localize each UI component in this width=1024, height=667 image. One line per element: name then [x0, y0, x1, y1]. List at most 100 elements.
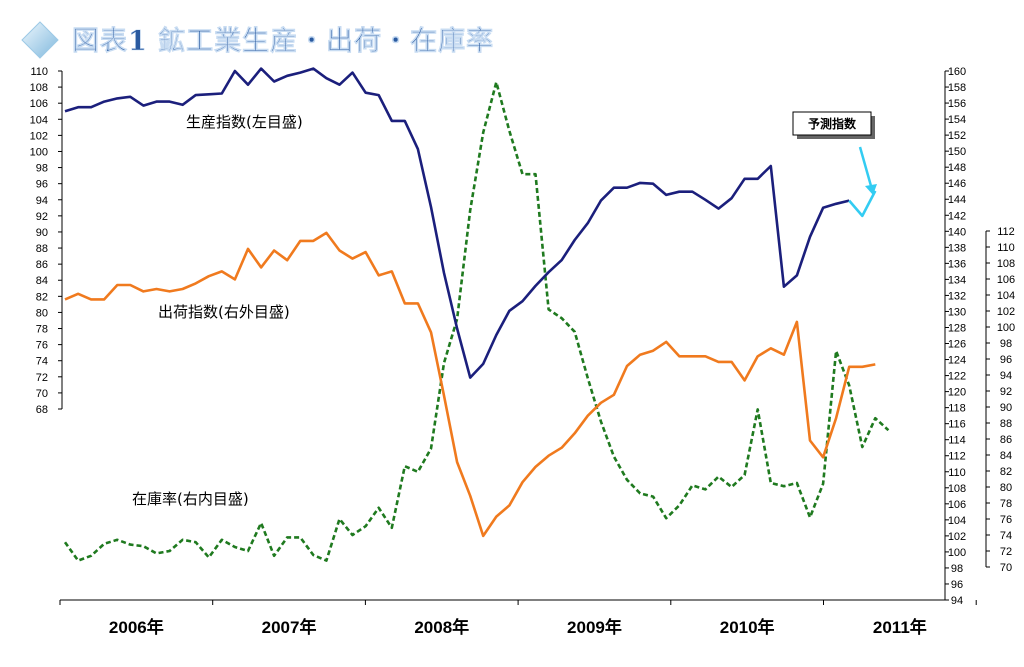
left-axis-tick-label: 70: [36, 388, 48, 400]
production-forecast-line: [848, 190, 877, 218]
right-outer-axis-ticks: 94 96 98 100 102 104 106 108 110 112 114 116 118 120 1…: [945, 66, 966, 607]
right-outer-axis-tick-label: 158: [948, 82, 966, 94]
left-axis-tick-label: 84: [36, 275, 48, 287]
right-inner-axis-tick-label: 112: [997, 226, 1015, 238]
left-axis-tick-label: 94: [36, 195, 48, 207]
left-axis-tick-label: 92: [36, 211, 48, 223]
left-axis-tick-label: 106: [30, 98, 48, 110]
right-outer-axis-tick-label: 118: [948, 403, 966, 415]
right-outer-axis-tick-label: 156: [948, 98, 966, 110]
shipment-index-label: 出荷指数(右外目盛): [158, 303, 290, 321]
right-outer-axis-tick-label: 150: [948, 146, 966, 158]
right-inner-axis-tick-label: 100: [997, 322, 1015, 334]
x-axis-year-label: 2007年: [262, 617, 317, 637]
right-inner-axis-tick-label: 110: [997, 242, 1015, 254]
x-axis-ticks: [59, 600, 977, 605]
left-axis-tick-label: 96: [36, 179, 48, 191]
forecast-arrowhead: [865, 184, 877, 195]
left-axis-tick-label: 104: [30, 114, 48, 126]
left-axis-tick-label: 68: [36, 404, 48, 416]
right-outer-axis-tick-label: 112: [948, 451, 966, 463]
right-inner-axis-tick-label: 70: [1000, 562, 1012, 574]
x-axis-year-label: 2008年: [414, 617, 469, 637]
right-outer-axis-tick-label: 132: [948, 290, 966, 302]
right-inner-axis-tick-label: 102: [997, 306, 1015, 318]
right-inner-axis-tick-label: 106: [997, 274, 1015, 286]
right-outer-axis-tick-label: 144: [948, 194, 966, 206]
left-axis-tick-label: 86: [36, 259, 48, 271]
right-outer-axis-tick-label: 102: [948, 531, 966, 543]
right-outer-axis-tick-label: 96: [951, 579, 963, 591]
right-outer-axis-tick-label: 124: [948, 355, 966, 367]
forecast-callout-label: 予測指数: [808, 116, 857, 131]
right-outer-axis-tick-label: 98: [951, 563, 963, 575]
right-inner-axis-tick-label: 82: [1000, 466, 1012, 478]
left-axis-tick-label: 82: [36, 291, 48, 303]
right-inner-axis-tick-label: 92: [1000, 386, 1012, 398]
left-axis-tick-label: 80: [36, 307, 48, 319]
left-axis-tick-label: 98: [36, 163, 48, 175]
left-axis-tick-label: 88: [36, 243, 48, 255]
right-outer-axis-tick-label: 142: [948, 210, 966, 222]
right-outer-axis-tick-label: 104: [948, 515, 966, 527]
right-outer-axis-tick-label: 126: [948, 339, 966, 351]
right-inner-axis-tick-label: 74: [1000, 530, 1012, 542]
x-axis-year-label: 2006年: [109, 617, 164, 637]
left-axis-tick-label: 76: [36, 340, 48, 352]
right-inner-axis-tick-label: 86: [1000, 434, 1012, 446]
right-inner-axis-tick-label: 108: [997, 258, 1015, 270]
forecast-callout: 予測指数: [792, 111, 877, 195]
right-outer-axis-tick-label: 94: [951, 595, 963, 607]
right-outer-axis-tick-label: 122: [948, 371, 966, 383]
right-inner-axis-tick-label: 88: [1000, 418, 1012, 430]
x-axis-year-label: 2011年: [873, 617, 927, 637]
inventory-ratio-line: [63, 80, 890, 562]
right-outer-axis-tick-label: 146: [948, 178, 966, 190]
right-outer-axis-tick-label: 154: [948, 114, 966, 126]
right-inner-axis-tick-label: 94: [1000, 370, 1012, 382]
right-inner-axis-tick-label: 98: [1000, 338, 1012, 350]
right-outer-axis-tick-label: 138: [948, 242, 966, 254]
left-axis-tick-label: 74: [36, 356, 48, 368]
diamond-bullet-icon: [21, 21, 59, 59]
shipment-index-line: [64, 231, 876, 538]
forecast-arrow: [858, 146, 873, 187]
right-inner-axis-tick-label: 80: [1000, 482, 1012, 494]
right-outer-axis-tick-label: 160: [948, 66, 966, 78]
left-axis-tick-label: 108: [30, 82, 48, 94]
left-axis-tick-label: 102: [30, 130, 48, 142]
right-outer-axis-tick-label: 152: [948, 130, 966, 142]
left-axis-ticks: 68 70 72 74 76 78 80 82 84 86 88 90 92 94 96 98 100 102 10…: [30, 66, 62, 416]
right-outer-axis-tick-label: 148: [948, 162, 966, 174]
left-axis-tick-label: 78: [36, 324, 48, 336]
right-inner-axis-tick-label: 104: [997, 290, 1015, 302]
right-outer-axis-tick-label: 106: [948, 499, 966, 511]
production-index-line: [64, 67, 850, 379]
right-outer-axis-tick-label: 116: [948, 419, 966, 431]
right-outer-axis-tick-label: 140: [948, 226, 966, 238]
chart-title: 図表1 鉱工業生産・出荷・在庫率: [72, 25, 494, 57]
right-outer-axis-tick-label: 120: [948, 387, 966, 399]
right-inner-axis-tick-label: 72: [1000, 546, 1012, 558]
right-outer-axis-tick-label: 110: [948, 467, 966, 479]
right-outer-axis-tick-label: 128: [948, 322, 966, 334]
production-index-label: 生産指数(左目盛): [186, 113, 303, 131]
left-axis-tick-label: 110: [30, 66, 48, 78]
right-inner-axis-tick-label: 90: [1000, 402, 1012, 414]
right-inner-axis-tick-label: 76: [1000, 514, 1012, 526]
right-outer-axis-tick-label: 100: [948, 547, 966, 559]
right-inner-axis-tick-label: 96: [1000, 354, 1012, 366]
right-inner-axis-tick-label: 84: [1000, 450, 1012, 462]
right-outer-axis-tick-label: 134: [948, 274, 966, 286]
inventory-ratio-label: 在庫率(右内目盛): [132, 490, 249, 508]
x-axis-year-label: 2010年: [720, 617, 775, 637]
x-axis-year-label: 2009年: [567, 617, 622, 637]
right-outer-axis-tick-label: 136: [948, 258, 966, 270]
right-outer-axis-tick-label: 114: [948, 435, 966, 447]
right-inner-axis-ticks: 70 72 74 76 78 80 82 84 86 88 90 92 94 96 98 100 102 104 1…: [986, 226, 1015, 574]
left-axis-tick-label: 100: [30, 146, 48, 158]
left-axis-tick-label: 90: [36, 227, 48, 239]
right-inner-axis-tick-label: 78: [1000, 498, 1012, 510]
x-axis-labels: 2006年 2007年 2008年 2009年 2010年 2011年: [109, 617, 927, 637]
